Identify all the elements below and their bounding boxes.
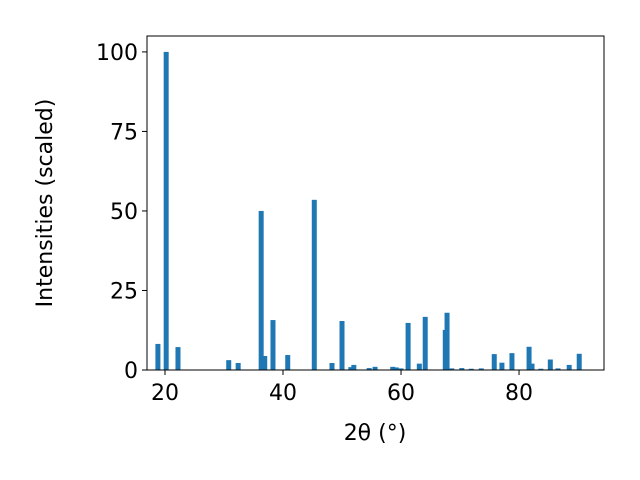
y-tick-label: 100 bbox=[96, 41, 138, 66]
bar bbox=[270, 320, 276, 370]
bar bbox=[163, 51, 169, 371]
bar bbox=[311, 199, 317, 370]
bar bbox=[393, 367, 399, 370]
bar bbox=[155, 343, 161, 370]
bar bbox=[258, 210, 264, 370]
x-tick-label: 80 bbox=[505, 381, 533, 406]
x-tick-label: 60 bbox=[387, 381, 415, 406]
x-tick-label: 40 bbox=[269, 381, 297, 406]
bar bbox=[235, 363, 241, 370]
y-tick-label: 25 bbox=[110, 279, 138, 304]
bar bbox=[339, 321, 345, 370]
bar bbox=[468, 368, 474, 370]
bar bbox=[366, 368, 372, 370]
bar bbox=[285, 355, 291, 370]
x-axis-label: 2θ (°) bbox=[344, 421, 407, 446]
bar bbox=[526, 346, 532, 370]
bar bbox=[175, 347, 181, 370]
bar bbox=[509, 353, 515, 370]
bar bbox=[459, 368, 465, 370]
y-axis-label: Intensities (scaled) bbox=[33, 99, 58, 308]
bar bbox=[390, 366, 396, 370]
bar bbox=[547, 359, 553, 370]
bar bbox=[529, 363, 535, 370]
bar bbox=[478, 368, 484, 370]
plot-frame bbox=[146, 35, 605, 371]
bar bbox=[538, 368, 544, 370]
bar bbox=[444, 312, 450, 370]
y-tick-label: 50 bbox=[110, 200, 138, 225]
bar bbox=[372, 366, 378, 370]
bar bbox=[555, 368, 561, 370]
bar bbox=[416, 363, 422, 370]
bar bbox=[499, 362, 505, 370]
bar bbox=[348, 367, 354, 370]
bar bbox=[422, 316, 428, 370]
bar bbox=[491, 354, 497, 370]
bar bbox=[566, 364, 572, 370]
bar bbox=[262, 356, 268, 370]
bar bbox=[226, 360, 232, 370]
bar bbox=[405, 322, 411, 370]
y-tick-label: 75 bbox=[110, 120, 138, 145]
bar bbox=[449, 368, 455, 370]
bar bbox=[398, 368, 404, 370]
bar bbox=[329, 363, 335, 370]
bar bbox=[351, 364, 357, 370]
x-tick-label: 20 bbox=[151, 381, 179, 406]
y-tick-label: 0 bbox=[124, 359, 138, 384]
bar bbox=[576, 353, 582, 370]
